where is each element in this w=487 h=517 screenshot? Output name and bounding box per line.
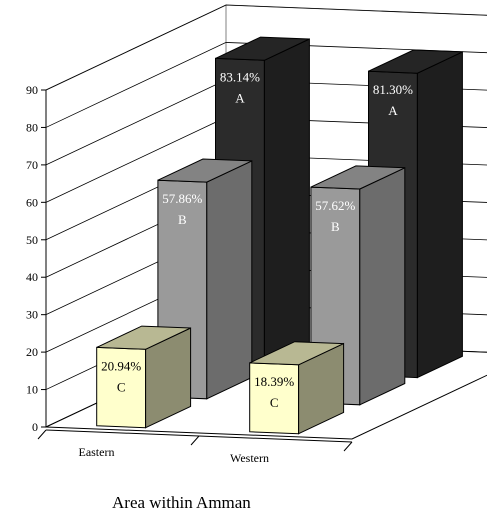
data-label: 81.30%: [373, 82, 413, 97]
bar-side-face: [416, 51, 463, 379]
x-tick-mark: [190, 435, 200, 446]
y-tick-label: 20: [26, 345, 38, 359]
series-label: C: [117, 379, 126, 394]
series-label: B: [178, 212, 187, 227]
data-label: 57.86%: [162, 191, 202, 206]
series-label: A: [235, 90, 245, 105]
x-tick-label: Western: [230, 451, 269, 465]
series-label: B: [331, 219, 340, 234]
bar-side-face: [359, 167, 406, 406]
data-label: 20.94%: [101, 358, 141, 373]
y-tick-label: 50: [26, 233, 38, 247]
bar-side-face: [263, 38, 310, 373]
x-tick-mark: [37, 429, 47, 440]
y-axis: 0 10 20 30 40 50 60 70 80 90: [26, 83, 47, 434]
y-tick-label: 80: [26, 120, 38, 134]
y-tick-label: 40: [26, 270, 38, 284]
bar-top-face: [96, 325, 191, 350]
y-tick-label: 70: [26, 158, 38, 172]
y-tick-label: 90: [26, 83, 38, 97]
bar-top-face: [310, 165, 406, 190]
bar-top-face: [157, 158, 253, 183]
bar-top-face: [368, 49, 463, 74]
y-tick-label: 30: [26, 308, 38, 322]
bar-top-face: [249, 341, 344, 366]
data-label: 83.14%: [220, 69, 260, 84]
data-label: 57.62%: [315, 198, 355, 213]
x-axis-title: Area within Amman: [112, 493, 251, 512]
series-label: C: [270, 395, 279, 410]
data-label: 18.39%: [254, 374, 294, 389]
gridline: [45, 4, 487, 91]
y-tick-label: 60: [26, 195, 38, 209]
bar-side-face: [206, 160, 253, 400]
series-label: A: [388, 103, 398, 118]
bar-C-western: 18.39% C: [249, 341, 345, 435]
x-tick-label: Eastern: [78, 445, 114, 459]
y-tick-label: 0: [32, 420, 38, 434]
bar-C-eastern: 20.94% C: [96, 325, 192, 429]
y-tick-label: 10: [26, 383, 38, 397]
bars: 83.14%A81.30%A57.86%B57.62%B20.94%C 18.39…: [96, 36, 463, 435]
bar-top-face: [215, 36, 310, 61]
x-axis: Eastern Western: [37, 429, 353, 465]
x-tick-mark: [343, 441, 353, 452]
